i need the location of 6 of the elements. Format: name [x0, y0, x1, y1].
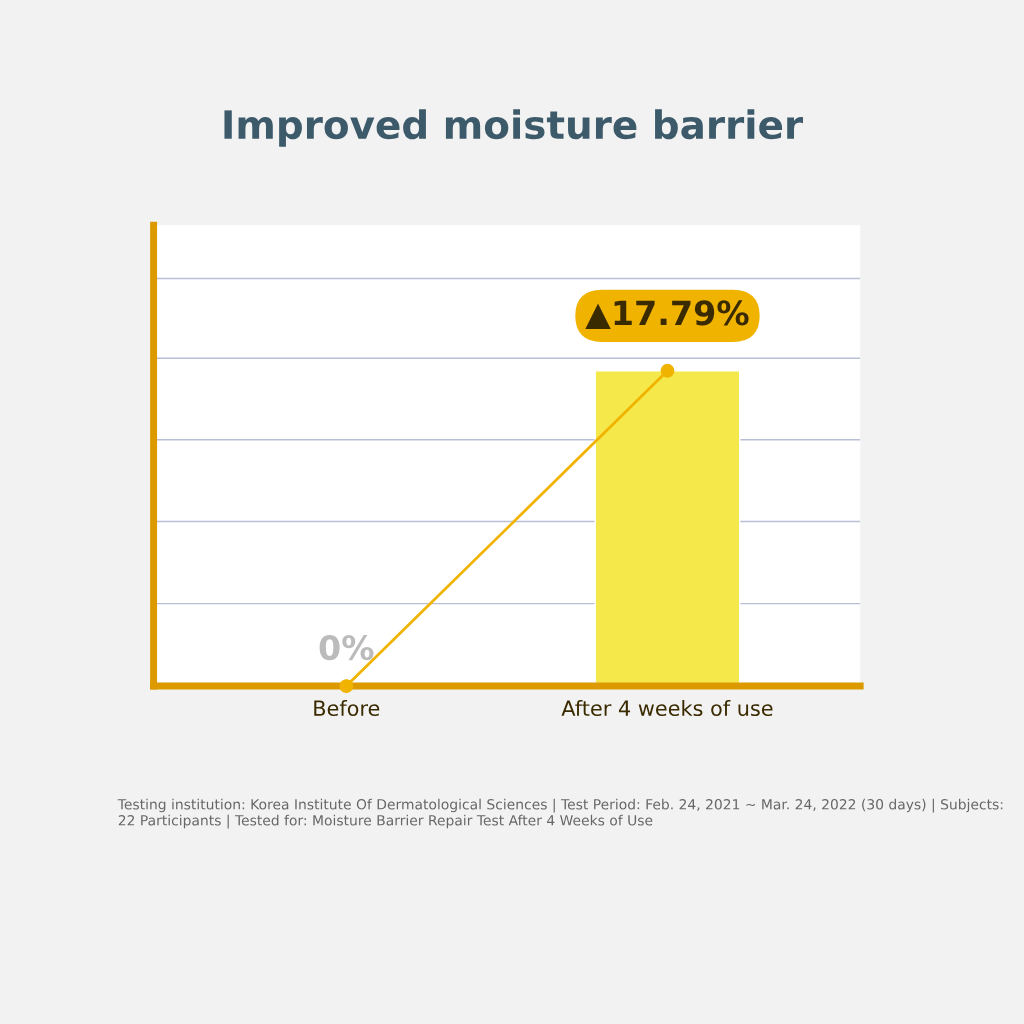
- text: Testing institution: Korea Institute Of Dermatological Sciences | Test Period: Feb. 24, 2021 ~ Mar. 24, 2022 (30 days) | Subjects: 22 Participants | Tested for: Moisture Barrier Repair Test After 4 Weeks of Use: [117, 798, 1003, 829]
- data-label: ▲17.79%: [585, 300, 749, 330]
- chart-title: Improved moisture barrier: [224, 109, 804, 147]
- x-tick-label: Before: [314, 699, 380, 717]
- data-label: 0%: [319, 634, 374, 661]
- x-tick-label: After 4 weeks of use: [561, 699, 773, 717]
